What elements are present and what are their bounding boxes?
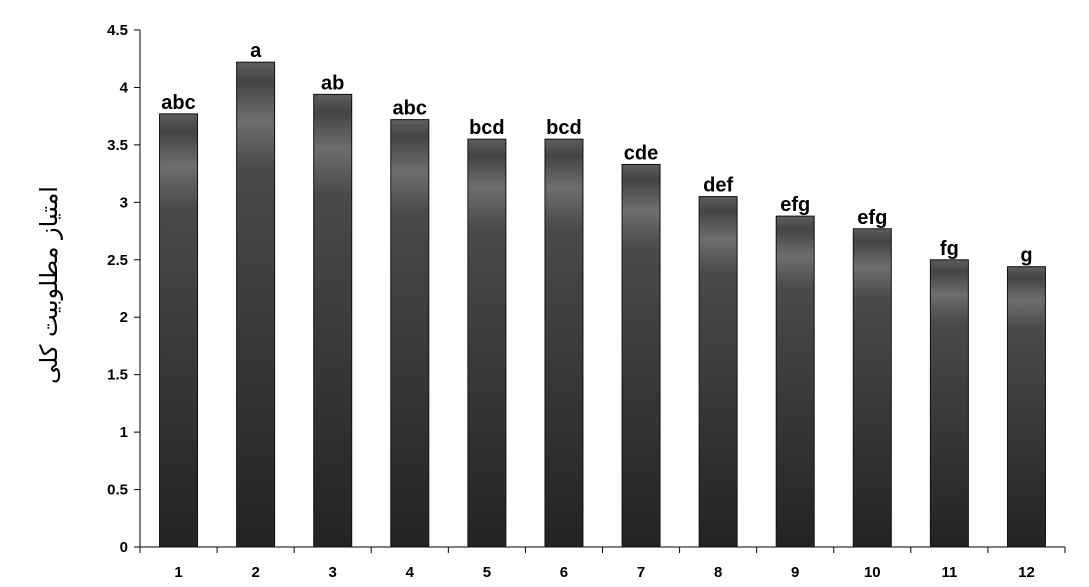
bar-significance-label: a: [250, 40, 262, 62]
x-tick-label: 7: [637, 564, 645, 581]
y-tick-label: 4: [120, 79, 129, 96]
y-tick-label: 0: [120, 539, 128, 556]
x-tick-label: 4: [406, 564, 415, 581]
x-tick-label: 10: [864, 564, 881, 581]
bar-significance-label: bcd: [546, 117, 582, 139]
bar-significance-label: g: [1020, 245, 1032, 267]
x-tick-label: 2: [251, 564, 259, 581]
bar-significance-label: abc: [393, 98, 427, 120]
bar-significance-label: fg: [940, 238, 959, 260]
y-tick-label: 1: [120, 424, 128, 441]
y-tick-label: 3.5: [107, 137, 128, 154]
x-tick-label: 8: [714, 564, 722, 581]
bar: [467, 138, 507, 548]
bar-significance-label: ab: [321, 72, 344, 94]
x-tick-label: 5: [483, 564, 491, 581]
x-tick-label: 6: [560, 564, 568, 581]
y-tick-label: 1.5: [107, 367, 128, 384]
x-axis: 1 2 3 4 5 6 7 8 9 10 11 12: [139, 546, 1066, 581]
x-tick-label: 1: [174, 564, 182, 581]
y-axis-label: امتیاز مطلوبیت کلی: [35, 186, 63, 384]
bar-significance-label: abc: [161, 92, 195, 114]
bars: [159, 61, 1046, 548]
bar-significance-label: def: [703, 175, 733, 197]
bar: [852, 228, 892, 548]
y-tick-label: 2.5: [107, 252, 128, 269]
bar: [236, 61, 276, 548]
y-tick-label: 0.5: [107, 482, 128, 499]
y-tick-label: 4.5: [107, 22, 128, 39]
x-tick-label: 11: [941, 564, 957, 581]
bar: [390, 119, 430, 548]
bar: [1006, 266, 1046, 548]
bar: [159, 113, 199, 548]
bar: [775, 215, 815, 548]
bar-significance-label: efg: [780, 194, 810, 216]
bar-significance-label: bcd: [469, 117, 505, 139]
bar: [544, 138, 584, 548]
bar-significance-label: cde: [624, 142, 658, 164]
y-axis: 0 0.5 1 1.5 2 2.5 3 3.5 4 4.5: [107, 22, 141, 556]
bar-labels: abc a ab abc bcd bcd cde def efg efg fg g: [161, 40, 1032, 267]
bar-significance-label: efg: [857, 207, 887, 229]
bar: [698, 196, 738, 548]
x-tick-label: 12: [1018, 564, 1035, 581]
x-tick-label: 3: [329, 564, 337, 581]
x-tick-label: 9: [791, 564, 799, 581]
y-tick-label: 2: [120, 309, 128, 326]
bar: [621, 163, 661, 548]
bar: [929, 259, 969, 548]
bar: [313, 93, 353, 548]
y-tick-label: 3: [120, 194, 128, 211]
